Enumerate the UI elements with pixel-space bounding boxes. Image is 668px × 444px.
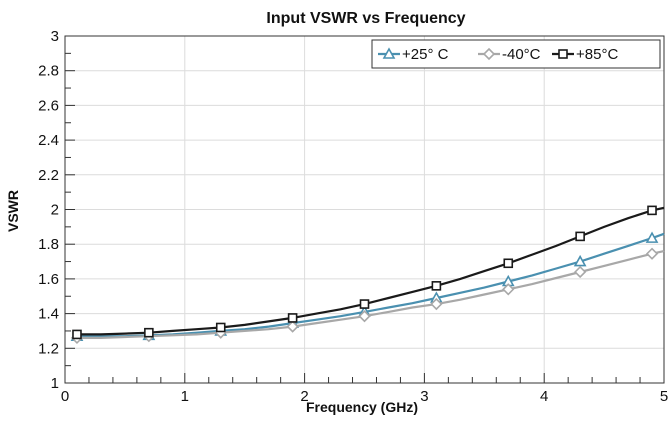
data-point <box>574 265 587 279</box>
legend-marker <box>482 47 496 61</box>
series-2 <box>70 247 665 345</box>
x-tick-label: 5 <box>660 388 668 405</box>
series-group <box>70 205 665 345</box>
data-point <box>286 320 299 333</box>
x-tick-label: 4 <box>540 388 548 405</box>
data-point <box>645 231 659 243</box>
y-tick-label: 1.8 <box>38 236 59 253</box>
series-1 <box>70 231 665 341</box>
data-point <box>575 231 585 242</box>
data-point <box>359 299 370 309</box>
x-tick-label: 3 <box>420 388 428 405</box>
data-point <box>647 205 657 216</box>
data-point <box>502 283 515 296</box>
x-tick-label: 0 <box>61 388 69 405</box>
data-point <box>430 297 443 311</box>
y-tick-label: 1.2 <box>38 340 59 357</box>
data-point <box>431 281 442 291</box>
legend-marker <box>382 47 396 59</box>
y-tick-label: 2.6 <box>38 97 59 114</box>
series-line <box>77 232 665 338</box>
axis-ticks: 0 1 2 3 4 511.21.41.61.822.22.42.62.83 <box>38 28 668 405</box>
y-tick-label: 3 <box>51 28 59 45</box>
x-axis-label: Frequency (GHz) <box>306 399 418 415</box>
legend-label: +85°C <box>576 46 618 63</box>
data-point <box>503 258 514 269</box>
y-axis-label: VSWR <box>5 190 21 232</box>
data-point <box>287 313 298 323</box>
legend-label: -40°C <box>502 46 541 63</box>
data-point <box>215 322 226 333</box>
data-point <box>573 254 587 267</box>
y-tick-label: 2.4 <box>38 132 59 149</box>
data-point <box>144 327 154 338</box>
legend-item: +85°C <box>552 46 618 63</box>
y-tick-label: 1.4 <box>38 306 59 323</box>
legend-item: +25° C <box>378 46 449 63</box>
x-tick-label: 2 <box>300 388 308 405</box>
legend-label: +25° C <box>402 46 449 63</box>
data-point <box>358 310 371 323</box>
grid <box>65 36 664 383</box>
legend: +25° C -40°C +85°C <box>371 39 661 69</box>
legend-box <box>371 39 661 69</box>
y-tick-label: 2.2 <box>38 167 59 184</box>
y-tick-label: 2 <box>51 202 59 219</box>
data-point <box>72 329 82 340</box>
data-point <box>645 247 659 260</box>
y-tick-label: 1 <box>51 375 59 392</box>
legend-marker <box>558 49 568 59</box>
y-tick-label: 2.8 <box>38 63 59 80</box>
y-tick-label: 1.6 <box>38 271 59 288</box>
legend-item: -40°C <box>478 46 541 63</box>
x-tick-label: 1 <box>181 388 189 405</box>
chart-title: Input VSWR vs Frequency <box>266 10 465 27</box>
series-3 <box>72 205 665 340</box>
